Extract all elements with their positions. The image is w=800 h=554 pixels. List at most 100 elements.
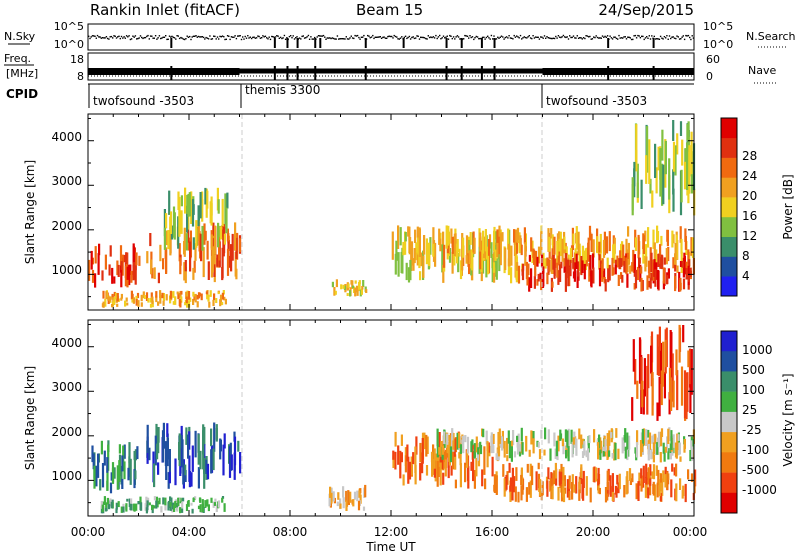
freq-trace (88, 66, 694, 80)
nsky-point (170, 36, 172, 38)
nsky-point (418, 38, 421, 40)
echo-mark (635, 124, 638, 168)
colorbar-swatch (721, 256, 737, 277)
nsky-point (117, 36, 119, 38)
echo-mark (473, 470, 476, 489)
nsky-point (635, 37, 638, 39)
echo-mark (419, 442, 422, 463)
echo-mark (180, 435, 183, 448)
nsky-point (207, 38, 210, 40)
echo-mark (151, 504, 154, 511)
echo-mark (222, 444, 225, 476)
echo-mark (540, 274, 543, 291)
nsky-point (204, 38, 206, 40)
echo-mark (679, 456, 682, 462)
velocity-cbar-tick-500: 500 (742, 363, 765, 377)
echo-mark (650, 252, 653, 273)
echo-mark (121, 455, 124, 472)
echo-mark (582, 470, 585, 488)
echo-mark (571, 482, 574, 500)
echo-mark (493, 230, 496, 252)
echo-mark (656, 442, 659, 455)
echo-mark (674, 442, 678, 458)
echo-mark (184, 187, 187, 214)
echo-mark (120, 297, 123, 301)
echo-mark (509, 486, 512, 502)
echo-mark (447, 453, 450, 479)
echo-mark (578, 479, 581, 490)
nsky-point (489, 38, 491, 40)
echo-mark (516, 443, 520, 455)
echo-mark (487, 239, 491, 257)
nsky-point (93, 35, 95, 37)
echo-mark (609, 475, 612, 495)
nsky-point (196, 36, 198, 38)
echo-mark (128, 442, 131, 463)
echo-mark (644, 484, 647, 498)
nsky-point (398, 38, 400, 40)
echo-mark (676, 370, 679, 411)
nsky-point (171, 35, 173, 38)
echo-mark (582, 487, 585, 501)
nsky-point (657, 38, 659, 40)
nsky-point (634, 34, 637, 37)
nsky-point (661, 37, 663, 39)
echo-mark (570, 429, 573, 444)
echo-mark (536, 279, 539, 286)
nsky-point (553, 37, 556, 40)
nsky-point (209, 35, 211, 37)
echo-mark (200, 234, 203, 262)
echo-mark (590, 270, 593, 286)
nsky-point (264, 35, 267, 37)
nsky-point (375, 36, 378, 38)
echo-mark (410, 456, 413, 476)
echo-mark (572, 437, 575, 445)
echo-mark (615, 428, 618, 438)
echo-mark (589, 232, 592, 241)
nsky-point (267, 38, 269, 40)
cpid-label: CPID (6, 87, 38, 101)
echo-mark (170, 497, 173, 506)
colorbar-swatch (721, 492, 737, 514)
nsky-point (281, 37, 283, 40)
echo-mark (453, 438, 456, 457)
echo-mark (588, 225, 592, 238)
nsky-point (417, 35, 419, 37)
echo-mark (592, 239, 595, 258)
echo-mark (578, 428, 581, 440)
echo-mark (438, 228, 441, 245)
echo-mark (643, 358, 646, 397)
nsky-point (211, 38, 214, 40)
echo-mark (221, 302, 224, 306)
echo-mark (532, 438, 535, 454)
nsky-point (548, 37, 551, 39)
echo-mark (365, 289, 368, 293)
echo-mark (533, 276, 536, 289)
nsky-point (167, 38, 169, 40)
nsky-point (276, 35, 278, 37)
echo-mark (533, 257, 536, 265)
echo-mark (539, 272, 542, 280)
echo-mark (176, 291, 179, 295)
echo-mark (353, 491, 357, 500)
echo-mark (132, 297, 135, 304)
echo-mark (491, 456, 494, 477)
echo-mark (654, 143, 657, 178)
echo-mark (626, 432, 629, 450)
echo-mark (661, 255, 664, 270)
echo-mark (530, 430, 533, 445)
echo-mark (164, 248, 167, 259)
nsky-point (507, 37, 509, 39)
echo-mark (603, 268, 606, 278)
echo-mark (684, 236, 687, 250)
echo-mark (214, 498, 217, 503)
echo-mark (594, 467, 598, 482)
echo-mark (676, 433, 679, 451)
echo-mark (444, 449, 447, 468)
echo-mark (458, 432, 461, 449)
echo-mark (116, 260, 119, 276)
echo-mark (611, 453, 614, 459)
echo-mark (664, 339, 667, 368)
nsky-point (454, 38, 456, 40)
echo-mark (585, 450, 588, 458)
